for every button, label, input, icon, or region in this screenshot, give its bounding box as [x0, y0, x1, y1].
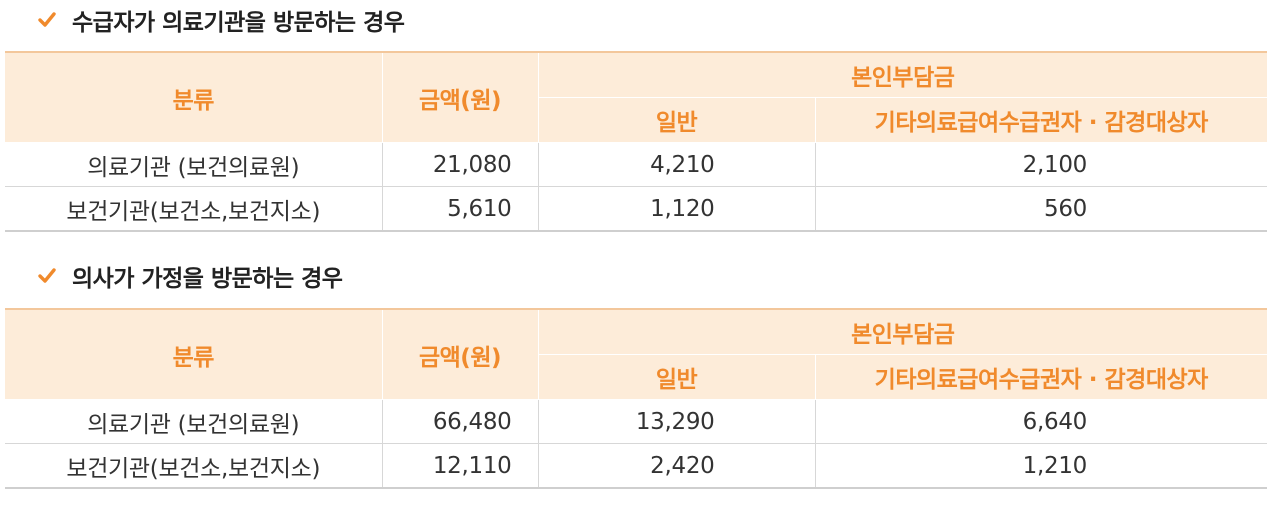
cell-other: 6,640	[815, 399, 1267, 444]
cell-category: 보건기관(보건소,보건지소)	[5, 443, 383, 489]
cell-amount: 21,080	[382, 142, 539, 187]
fee-table: 분류 금액(원) 본인부담금 일반 기타의료급여수급권자 · 감경대상자 의료기…	[5, 51, 1267, 232]
header-copay: 본인부담금	[538, 308, 1267, 355]
header-category: 분류	[5, 308, 383, 400]
check-icon	[38, 12, 56, 27]
section-heading-text: 수급자가 의료기관을 방문하는 경우	[72, 10, 405, 36]
table-row: 의료기관 (보건의료원) 66,480 13,290 6,640	[5, 399, 1267, 444]
cell-amount: 12,110	[382, 443, 539, 489]
cell-other: 560	[815, 186, 1267, 232]
cell-category: 의료기관 (보건의료원)	[5, 399, 383, 444]
cell-other: 2,100	[815, 142, 1267, 187]
header-other: 기타의료급여수급권자 · 감경대상자	[815, 354, 1267, 400]
header-amount: 금액(원)	[382, 51, 539, 143]
table-row: 보건기관(보건소,보건지소) 5,610 1,120 560	[5, 186, 1267, 232]
section-heading-text: 의사가 가정을 방문하는 경우	[72, 266, 343, 292]
section-heading: 의사가 가정을 방문하는 경우	[36, 261, 343, 292]
cell-general: 4,210	[538, 142, 816, 187]
header-general: 일반	[538, 97, 816, 143]
cell-general: 13,290	[538, 399, 816, 444]
header-general: 일반	[538, 354, 816, 400]
header-copay: 본인부담금	[538, 51, 1267, 98]
fee-table: 분류 금액(원) 본인부담금 일반 기타의료급여수급권자 · 감경대상자 의료기…	[5, 308, 1267, 489]
table-row: 보건기관(보건소,보건지소) 12,110 2,420 1,210	[5, 443, 1267, 489]
check-icon	[38, 268, 56, 283]
section-heading: 수급자가 의료기관을 방문하는 경우	[36, 5, 405, 36]
cell-general: 2,420	[538, 443, 816, 489]
header-amount: 금액(원)	[382, 308, 539, 400]
cell-category: 의료기관 (보건의료원)	[5, 142, 383, 187]
cell-other: 1,210	[815, 443, 1267, 489]
cell-category: 보건기관(보건소,보건지소)	[5, 186, 383, 232]
table-row: 의료기관 (보건의료원) 21,080 4,210 2,100	[5, 142, 1267, 187]
header-other: 기타의료급여수급권자 · 감경대상자	[815, 97, 1267, 143]
cell-general: 1,120	[538, 186, 816, 232]
header-category: 분류	[5, 51, 383, 143]
cell-amount: 66,480	[382, 399, 539, 444]
cell-amount: 5,610	[382, 186, 539, 232]
